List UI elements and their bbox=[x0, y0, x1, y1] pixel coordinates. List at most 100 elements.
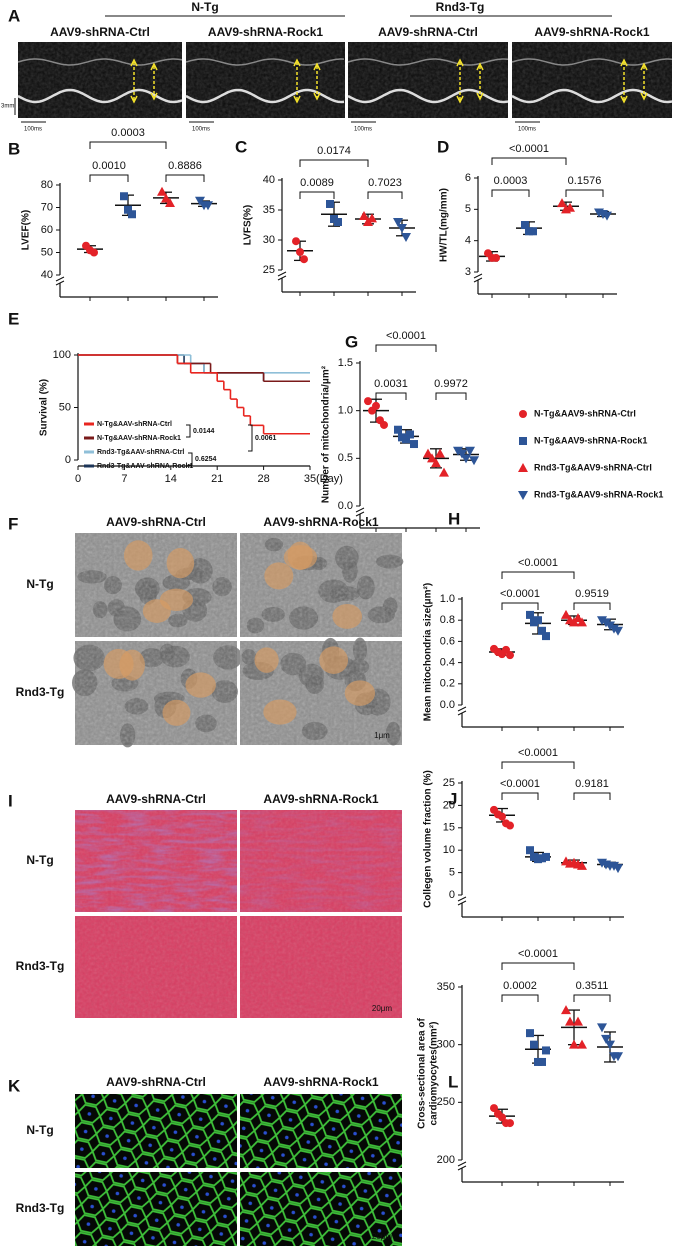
fibrosis bbox=[75, 810, 237, 912]
p-value: 0.0010 bbox=[92, 160, 126, 172]
x-tick-label: 0 bbox=[75, 473, 81, 485]
comparison-bracket bbox=[375, 392, 407, 400]
data-point bbox=[565, 202, 575, 212]
legend-label: N-Tg&AAV9-shRNA-Rock1 bbox=[534, 435, 647, 445]
column-header: AAV9-shRNA-Rock1 bbox=[263, 792, 378, 806]
y-tick-label: 40 bbox=[263, 174, 275, 186]
panel-label: E bbox=[8, 309, 19, 328]
legend-label: Rnd3-Tg&AAV-shRNA-Rock1 bbox=[97, 463, 193, 470]
y-tick-label: 25 bbox=[443, 777, 455, 789]
y-tick-label: 0.0 bbox=[338, 500, 353, 512]
y-tick-label: 25 bbox=[263, 264, 275, 276]
highlighted-mitochondrion bbox=[103, 648, 134, 679]
x-tick-label: 21 bbox=[211, 473, 223, 485]
highlighted-mitochondrion bbox=[162, 699, 191, 726]
p-value: 0.0061 bbox=[255, 435, 277, 442]
y-tick-label: 0.6 bbox=[440, 635, 455, 647]
data-point bbox=[498, 812, 506, 821]
data-point bbox=[538, 626, 546, 635]
data-point bbox=[557, 198, 567, 208]
data-point bbox=[538, 1057, 546, 1066]
data-point bbox=[439, 467, 449, 477]
panel-label: G bbox=[345, 332, 358, 351]
em-texture bbox=[240, 533, 402, 637]
data-point bbox=[120, 192, 128, 201]
data-point bbox=[577, 617, 587, 627]
highlighted-mitochondrion bbox=[185, 672, 216, 698]
data-point bbox=[613, 626, 623, 636]
image-label: AAV9-shRNA-Ctrl bbox=[50, 25, 150, 39]
echo-texture bbox=[186, 42, 345, 118]
column-header: AAV9-shRNA-Ctrl bbox=[106, 792, 206, 806]
y-axis-label: LVFS(%) bbox=[243, 205, 254, 245]
data-point bbox=[469, 456, 479, 466]
data-point bbox=[465, 446, 475, 456]
comparison-bracket bbox=[501, 792, 539, 800]
row-header: N-Tg bbox=[26, 1123, 53, 1137]
p-value: 0.0003 bbox=[494, 175, 528, 187]
image-label: AAV9-shRNA-Ctrl bbox=[378, 25, 478, 39]
y-tick-label: 80 bbox=[41, 179, 53, 191]
axis-break bbox=[457, 706, 467, 716]
y-tick-label: 60 bbox=[41, 224, 53, 236]
y-axis-label: Mean mitochondria size(μm²) bbox=[423, 583, 434, 721]
histology-texture bbox=[240, 916, 402, 1018]
fluorescence-image bbox=[240, 1094, 402, 1168]
echo-wall bbox=[347, 88, 509, 104]
comparison-bracket bbox=[367, 191, 403, 199]
p-value: <0.0001 bbox=[500, 588, 540, 600]
arrow-head bbox=[293, 58, 301, 104]
panel-label: D bbox=[437, 137, 449, 156]
data-point bbox=[334, 218, 342, 226]
data-point bbox=[498, 1113, 506, 1122]
data-point bbox=[203, 201, 213, 211]
scale-label: 20μm bbox=[372, 1004, 393, 1013]
axis-break bbox=[457, 896, 467, 906]
highlighted-mitochondrion bbox=[319, 646, 349, 674]
y-tick-label: 0.5 bbox=[338, 452, 353, 464]
y-axis-label: LVEF(%) bbox=[21, 210, 32, 250]
panel-label: A bbox=[8, 6, 20, 25]
legend-label: N-Tg&AAV9-shRNA-Ctrl bbox=[534, 408, 636, 418]
p-value: 0.0174 bbox=[317, 145, 351, 157]
p-value: 0.9181 bbox=[575, 778, 609, 790]
comparison-bracket bbox=[573, 602, 611, 610]
time-scale: 100ms bbox=[354, 127, 372, 133]
comparison-bracket bbox=[565, 189, 604, 197]
column-header: AAV9-shRNA-Rock1 bbox=[263, 1075, 378, 1089]
legend-label: Rnd3-Tg&AAV-shRNA-Ctrl bbox=[97, 449, 184, 456]
y-axis-label: Cross-sectional area of bbox=[417, 1018, 428, 1129]
y-tick-label: 1.0 bbox=[440, 593, 455, 605]
p-value: 0.0003 bbox=[111, 127, 145, 139]
highlighted-mitochondrion bbox=[287, 541, 313, 571]
p-value: 0.0089 bbox=[300, 177, 334, 189]
comparison-bracket bbox=[491, 189, 530, 197]
data-point bbox=[602, 211, 612, 221]
comparison-bracket bbox=[89, 141, 167, 149]
comparison-bracket bbox=[435, 392, 467, 400]
echo-wall bbox=[347, 58, 509, 66]
data-point bbox=[431, 458, 441, 468]
y-tick-label: 1.0 bbox=[338, 405, 353, 417]
panel-label: K bbox=[8, 1076, 21, 1095]
data-point bbox=[577, 1039, 587, 1049]
image-label: AAV9-shRNA-Rock1 bbox=[534, 25, 649, 39]
x-tick-label: 7 bbox=[121, 473, 127, 485]
data-point bbox=[526, 846, 534, 855]
y-axis-label: Survival (%) bbox=[39, 379, 50, 436]
data-point bbox=[423, 448, 433, 458]
y-tick-label: 5 bbox=[465, 203, 471, 215]
data-point bbox=[613, 1052, 623, 1062]
y-tick-label: 100 bbox=[53, 349, 71, 361]
x-axis-label: (Day) bbox=[316, 473, 343, 485]
p-value: 0.0002 bbox=[503, 980, 537, 992]
panel-label: J bbox=[448, 789, 457, 808]
group-header: Rnd3-Tg bbox=[436, 0, 485, 14]
data-point bbox=[372, 401, 380, 410]
data-point bbox=[518, 491, 528, 500]
column-header: AAV9-shRNA-Ctrl bbox=[106, 1075, 206, 1089]
data-point bbox=[605, 1040, 615, 1050]
highlighted-mitochondrion bbox=[123, 540, 153, 571]
echo-wall bbox=[17, 88, 183, 104]
comparison-bracket bbox=[501, 571, 575, 579]
